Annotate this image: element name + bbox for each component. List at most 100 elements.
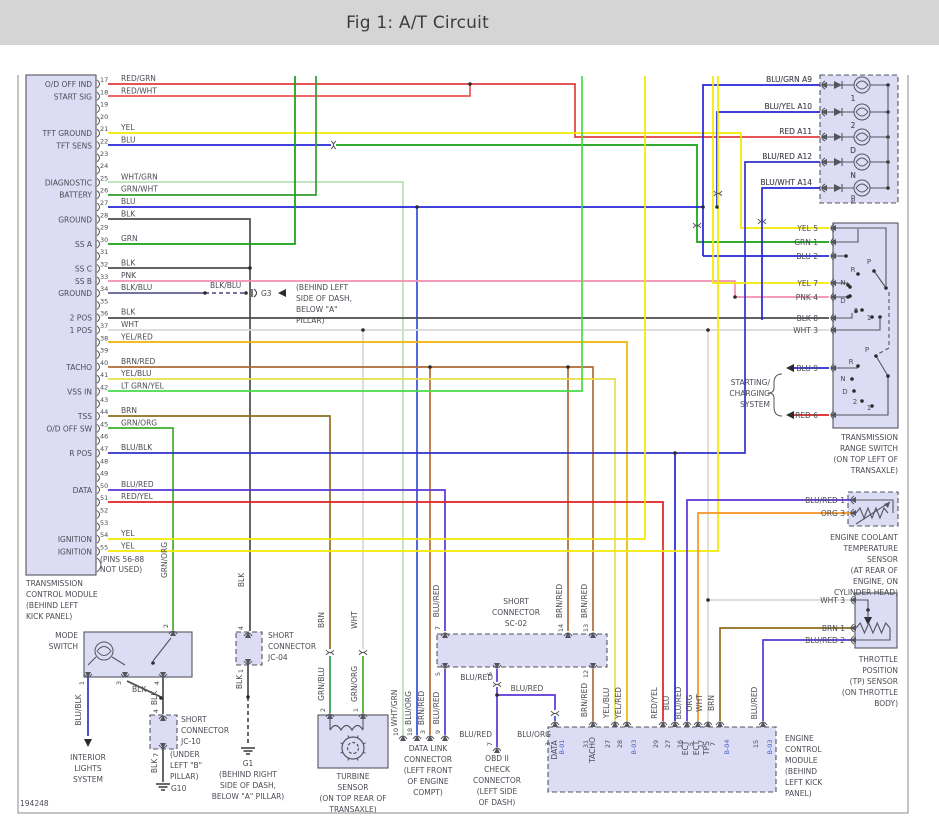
diagram-text: ENGINE <box>785 734 814 743</box>
diagram-vtext: BLU/ORG <box>404 691 413 725</box>
junction-dot <box>468 82 472 86</box>
tcm-wire-color-label: BLU <box>121 197 135 206</box>
tcm-signal-label: IGNITION <box>58 547 92 556</box>
diagram-vtext: 9 <box>434 730 442 734</box>
tcm-pin-number: 30 <box>100 236 108 244</box>
pin-arrow-icon <box>821 109 827 115</box>
tcm-wire-color-label: GRN <box>121 234 138 243</box>
tcm-pin-number: 37 <box>100 322 108 330</box>
diagram-text: RANGE SWITCH <box>840 444 898 453</box>
diagram-text: BLU/RED 1 <box>805 496 845 505</box>
diagram-vtext: 1 <box>78 681 86 685</box>
pin-arrow-icon <box>160 743 166 749</box>
pin-arrow-icon <box>684 721 690 727</box>
diagram-text: OF DASH) <box>479 798 516 807</box>
diagram-text: WHT 3 <box>793 326 818 335</box>
diagram-text: LEFT "B" <box>170 761 202 770</box>
diagram-text: 2 <box>851 121 856 130</box>
diode-icon <box>834 133 842 141</box>
tcm-pin-bracket-icon <box>96 448 100 458</box>
coil-icon <box>329 724 364 732</box>
wire-blu-red <box>686 499 851 721</box>
tcm-pin-number: 36 <box>100 310 108 318</box>
wire-grn-wht <box>108 76 317 196</box>
tcm-signal-label: DATA <box>73 486 93 495</box>
pin-arrow-icon <box>442 735 448 741</box>
junction-dot <box>852 389 856 393</box>
diagram-text: (ON THROTTLE <box>842 688 898 697</box>
pin-arrow-icon <box>590 632 596 638</box>
diagram-text: BELOW "A" PILLAR) <box>212 792 285 801</box>
tcm-signal-label: 2 POS <box>70 314 93 323</box>
pin-arrow-icon <box>160 715 166 721</box>
component-box <box>847 491 899 527</box>
diagram-text: TURBINE <box>336 772 370 781</box>
pin-arrow-icon <box>821 134 827 140</box>
diagram-text: N <box>840 375 845 383</box>
diagram-text: RED 6 <box>795 411 818 420</box>
diagram-text: BLU/RED <box>460 673 493 682</box>
diagram-vtext: BLU/RED <box>432 691 441 724</box>
tcm-wire-color-label: GRN/WHT <box>121 185 158 194</box>
inline-connector-icon <box>757 221 767 225</box>
diagram-vtext: TACHO <box>588 737 597 764</box>
tcm-wire-color-label: RED/YEL <box>121 492 154 501</box>
gear-tooth-icon <box>356 735 359 739</box>
tcm-wire-color-label: RED/GRN <box>121 74 156 83</box>
tcm-wire-color-label: YEL <box>120 529 135 538</box>
tcm-pin-number: 55 <box>100 543 108 551</box>
pin-arrow-icon <box>830 294 836 300</box>
tcm-wire-color-label: WHT/GRN <box>121 172 158 181</box>
diagram-text: CHARGING <box>729 389 770 398</box>
tcm-pin-bracket-icon <box>96 325 100 335</box>
diagram-text: CONNECTOR <box>404 755 452 764</box>
tcm-pin-bracket-icon <box>96 350 100 359</box>
internal-line <box>875 355 889 377</box>
diagram-vtext: 29 <box>652 740 660 748</box>
arrow-icon <box>84 739 92 747</box>
pin-arrow-icon <box>850 510 856 516</box>
diagram-text: ENGINE, ON <box>853 577 898 586</box>
diagram-text: PILLAR) <box>170 772 199 781</box>
indicator-pin-label: BLU/YEL A10 <box>764 102 812 111</box>
gear-inner-icon <box>346 741 360 755</box>
bulb-filament-icon <box>855 183 869 193</box>
diagram-text: STARTING/ <box>731 378 771 387</box>
diagram-text: PANEL) <box>785 789 812 798</box>
tcm-pin-number: 25 <box>100 174 108 182</box>
diagram-vtext: 4 <box>237 626 245 630</box>
tcm-pin-number: 19 <box>100 101 108 109</box>
tcm-signal-label: SS A <box>75 240 93 249</box>
junction-dot <box>428 365 432 369</box>
tcm-pin-number: 38 <box>100 334 108 342</box>
pin-arrow-icon <box>442 632 448 638</box>
wire-frame <box>17 75 909 814</box>
pin-arrow-icon <box>442 663 448 669</box>
bulb-filament-icon <box>855 107 869 117</box>
junction-dot <box>246 695 250 699</box>
junction-dot <box>850 377 854 381</box>
brace-icon <box>767 373 783 417</box>
junction-dot <box>860 399 864 403</box>
tcm-wire-color-label: PNK <box>121 271 137 280</box>
diagram-text: 2 <box>853 398 857 406</box>
wire-yel <box>108 76 646 540</box>
wire-grn <box>336 144 829 243</box>
internal-line <box>833 313 853 319</box>
wire-blu-blk <box>108 161 820 454</box>
diagram-vtext: 7 <box>709 742 717 746</box>
diagram-vtext: BLU/RED <box>674 686 683 719</box>
wire-brn <box>719 627 851 721</box>
diagram-text: MODE <box>55 631 78 640</box>
pin-arrow-icon <box>830 315 836 321</box>
tcm-pin-number: 29 <box>100 224 108 232</box>
pin-arrow-icon <box>830 280 836 286</box>
diagram-text: (ON TOP LEFT OF <box>834 455 899 464</box>
wire-blu-red <box>497 694 556 710</box>
junction-dot <box>495 693 499 697</box>
tcm-pin-number: 20 <box>100 113 108 121</box>
tcm-signal-label: O/D OFF SW <box>46 424 92 433</box>
tcm-wire-color-label: RED/WHT <box>121 86 157 95</box>
indicator-pin-label: RED A11 <box>779 127 812 136</box>
